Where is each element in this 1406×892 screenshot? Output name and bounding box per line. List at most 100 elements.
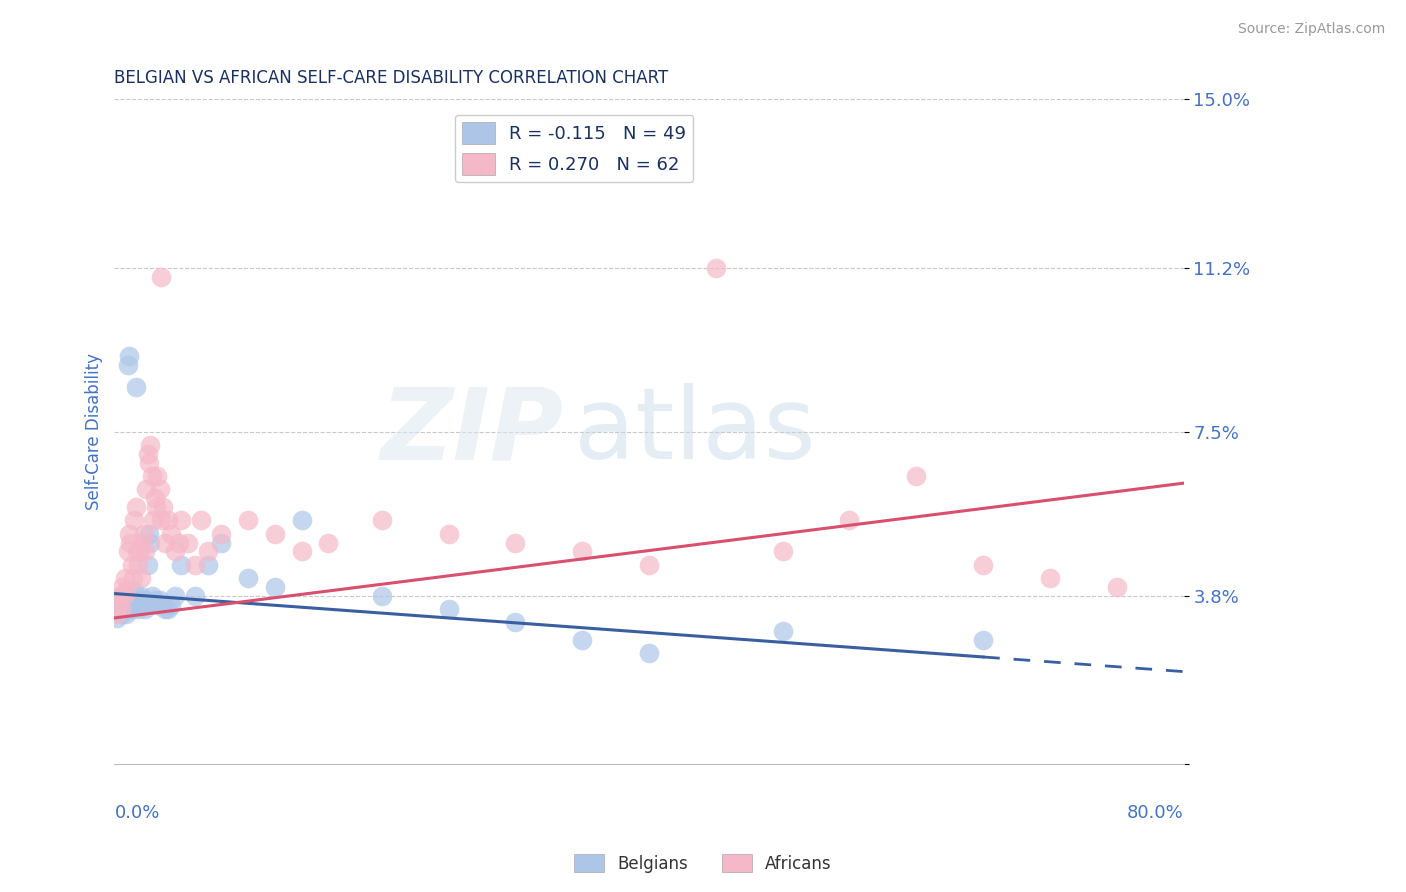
Point [115,607,138,621]
Point [638,647,661,661]
Point [127,602,149,616]
Point [122,571,145,585]
Point [136,447,159,461]
Point [112,602,135,616]
Point [638,558,661,572]
Point [163,544,186,558]
Point [134,602,156,616]
Point [139,438,162,452]
Point [117,544,139,558]
Point [1105,580,1128,594]
Point [150,269,173,284]
Point [170,513,193,527]
Point [128,593,150,607]
Y-axis label: Self-Care Disability: Self-Care Disability [86,353,103,510]
Point [145,500,167,515]
Point [142,513,165,527]
Point [146,469,169,483]
Point [122,593,145,607]
Point [972,558,994,572]
Point [159,598,181,612]
Point [131,598,153,612]
Point [209,535,232,549]
Legend: Belgians, Africans: Belgians, Africans [568,847,838,880]
Point [124,584,146,599]
Legend: R = -0.115   N = 49, R = 0.270   N = 62: R = -0.115 N = 49, R = 0.270 N = 62 [456,115,693,182]
Point [110,607,132,621]
Point [370,513,392,527]
Point [141,469,163,483]
Point [437,526,460,541]
Point [197,544,219,558]
Point [972,633,994,648]
Point [121,558,143,572]
Point [127,598,149,612]
Point [131,535,153,549]
Point [124,513,146,527]
Point [152,598,174,612]
Point [505,615,527,630]
Text: atlas: atlas [574,384,815,480]
Point [236,571,259,585]
Point [143,593,166,607]
Point [571,544,593,558]
Point [505,535,527,549]
Point [139,535,162,549]
Point [190,513,212,527]
Point [167,535,190,549]
Point [111,589,134,603]
Point [115,584,138,599]
Point [120,535,142,549]
Point [772,544,794,558]
Point [107,602,129,616]
Point [128,544,150,558]
Point [236,513,259,527]
Point [108,598,131,612]
Point [107,598,129,612]
Point [105,611,128,625]
Point [153,535,176,549]
Text: BELGIAN VS AFRICAN SELF-CARE DISABILITY CORRELATION CHART: BELGIAN VS AFRICAN SELF-CARE DISABILITY … [114,69,669,87]
Point [290,513,312,527]
Point [136,558,159,572]
Point [114,571,136,585]
Point [370,589,392,603]
Point [125,380,148,394]
Point [571,633,593,648]
Point [111,580,134,594]
Point [1039,571,1062,585]
Point [132,526,155,541]
Point [149,483,172,497]
Point [163,589,186,603]
Point [772,624,794,639]
Point [112,589,135,603]
Point [838,513,860,527]
Point [129,571,152,585]
Text: Source: ZipAtlas.com: Source: ZipAtlas.com [1237,22,1385,37]
Point [159,526,181,541]
Point [138,456,160,470]
Point [316,535,339,549]
Point [183,589,205,603]
Point [118,349,141,363]
Point [121,602,143,616]
Point [143,491,166,506]
Point [263,580,285,594]
Point [135,598,157,612]
Point [110,602,132,616]
Point [114,598,136,612]
Point [197,558,219,572]
Point [117,358,139,372]
Point [118,526,141,541]
Point [152,500,174,515]
Point [129,589,152,603]
Point [153,602,176,616]
Point [156,602,179,616]
Point [209,526,232,541]
Point [905,469,928,483]
Point [183,558,205,572]
Text: 0.0%: 0.0% [114,805,160,822]
Point [120,598,142,612]
Text: ZIP: ZIP [381,384,564,480]
Point [141,589,163,603]
